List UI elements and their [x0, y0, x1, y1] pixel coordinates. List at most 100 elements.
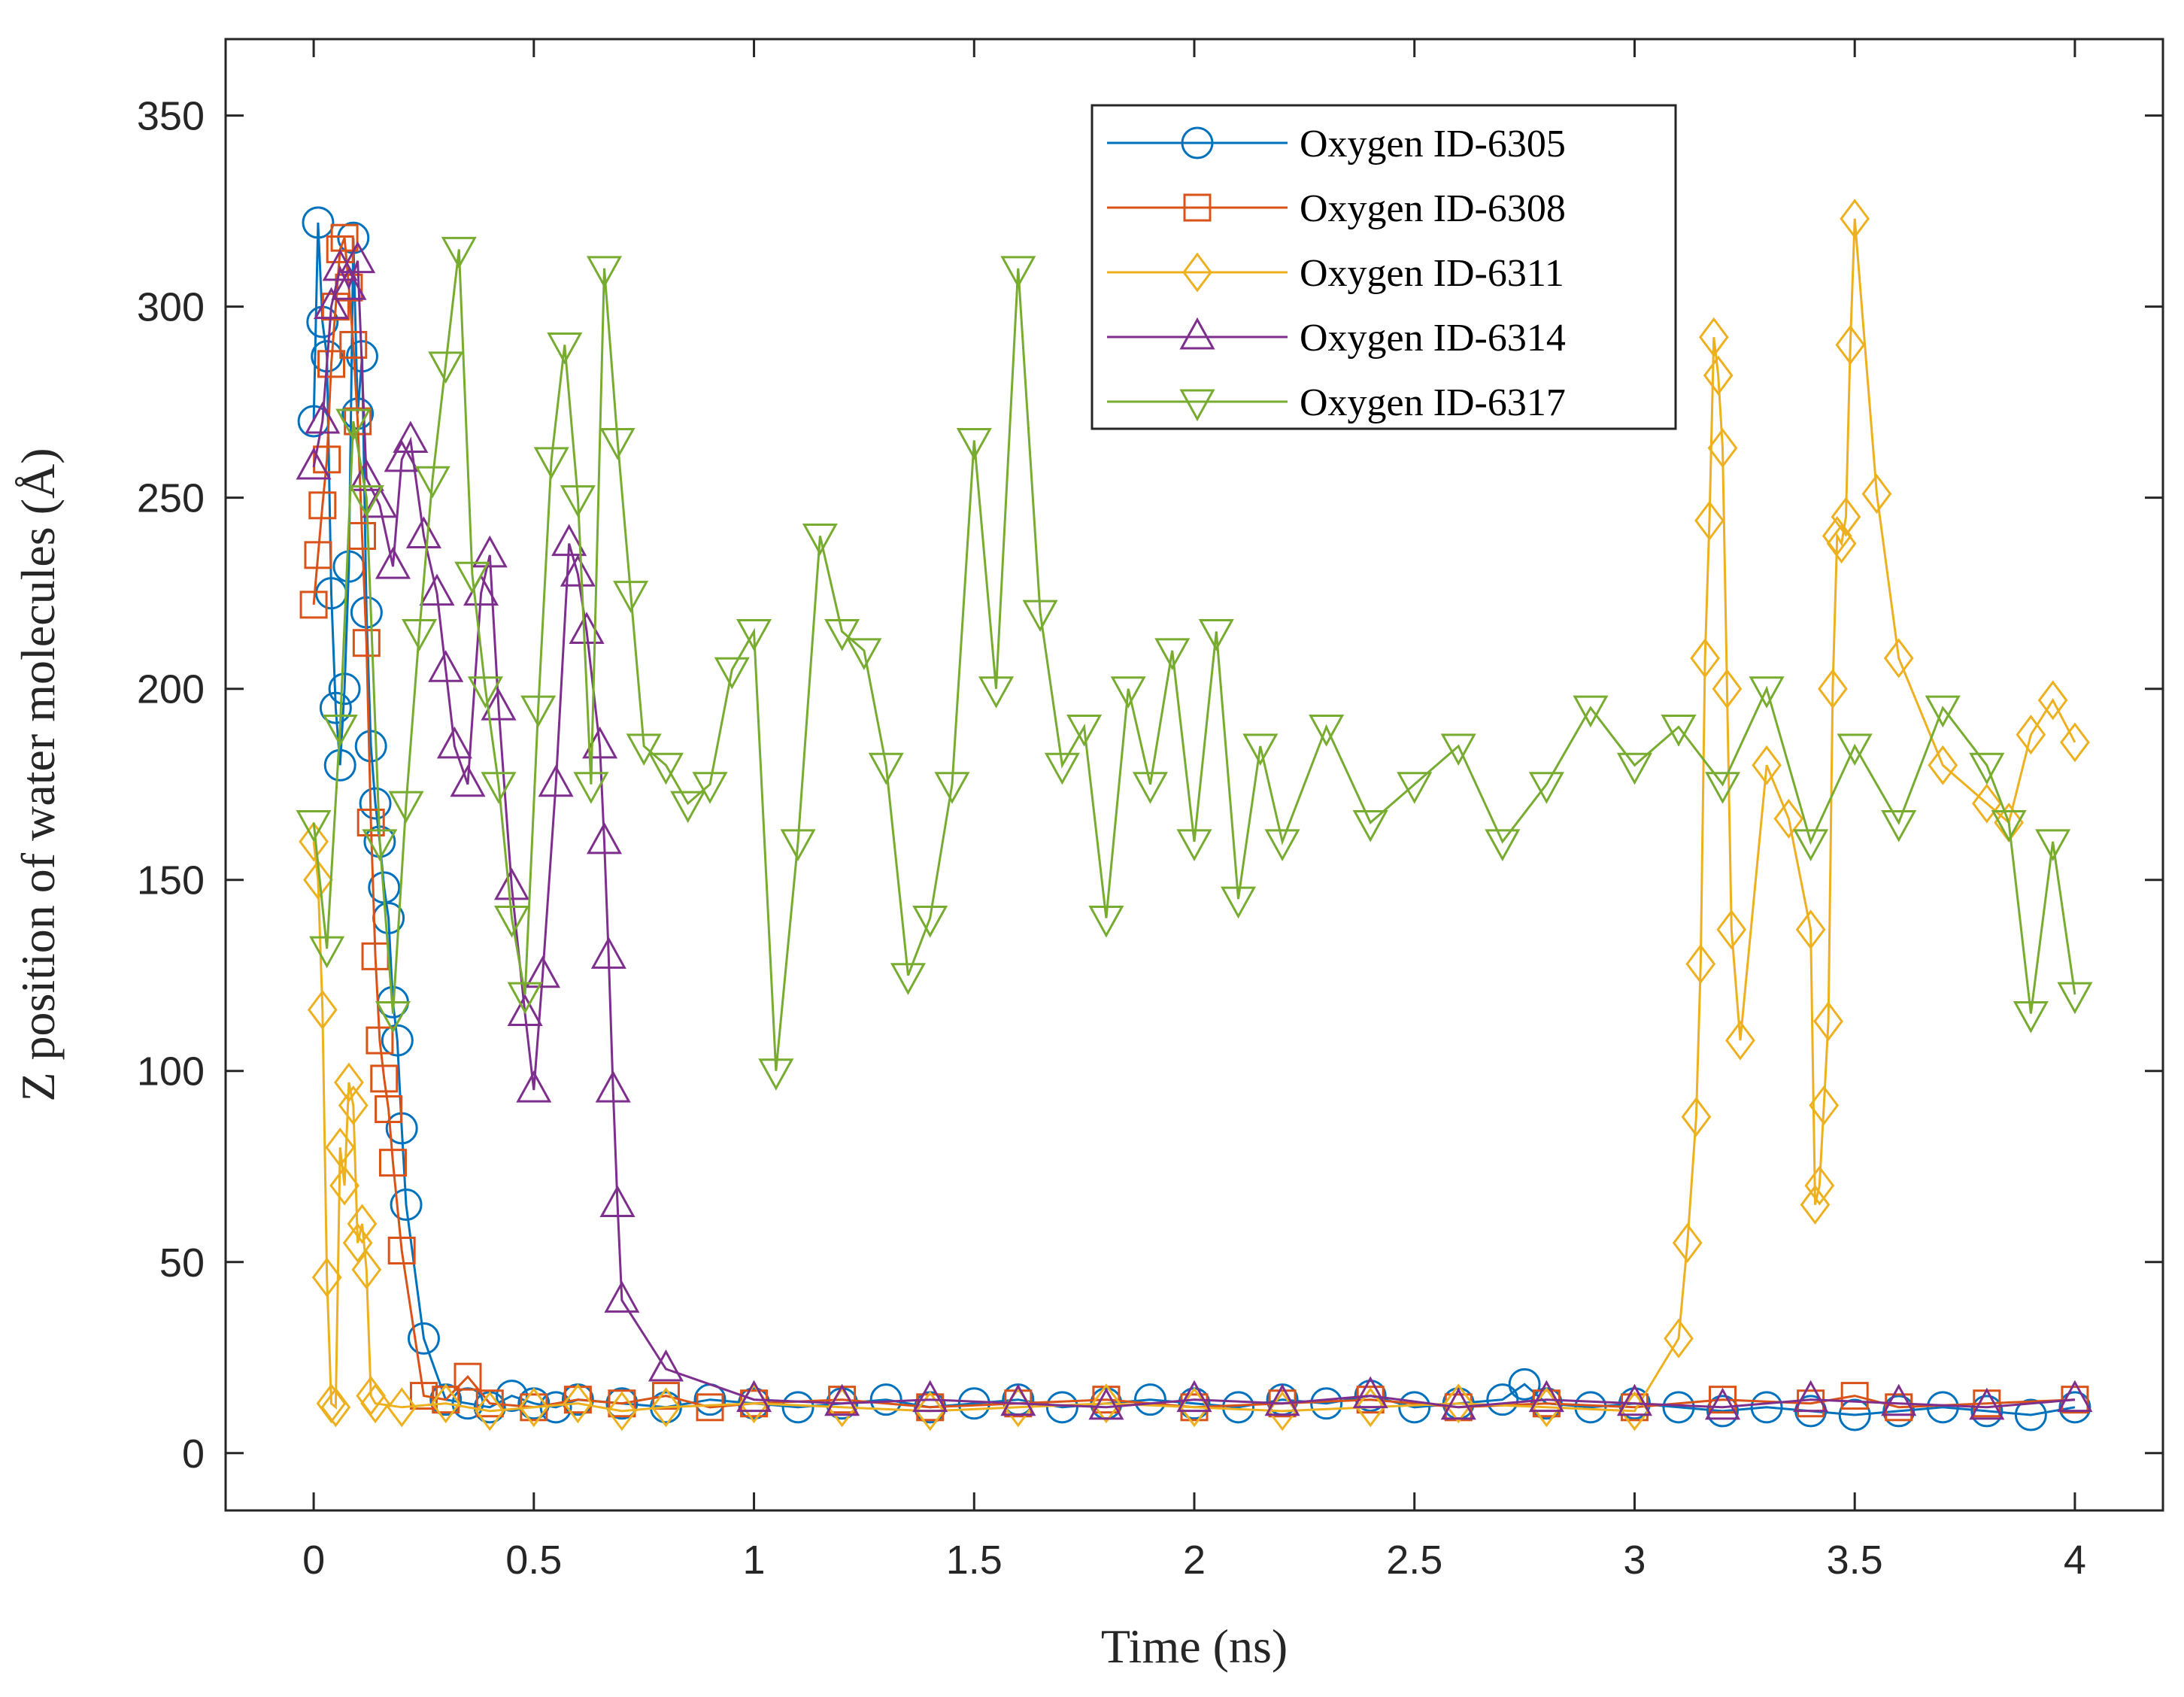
data-point [453, 1362, 482, 1391]
data-point [868, 752, 904, 785]
data-point [1664, 1318, 1694, 1359]
data-point [824, 1383, 860, 1416]
data-point [387, 1387, 417, 1428]
data-point [1264, 1383, 1300, 1416]
y-axis-title: Z position of water molecules (Å) [11, 448, 65, 1101]
data-point [1831, 496, 1861, 537]
data-point [1709, 1386, 1737, 1414]
legend-label: Oxygen ID-6305 [1300, 123, 1566, 165]
data-point [547, 332, 583, 365]
data-point [507, 994, 543, 1027]
data-point [409, 1382, 438, 1410]
data-point [334, 1062, 364, 1103]
data-point [957, 1387, 990, 1420]
data-point [328, 672, 361, 706]
series-line-3 [312, 218, 2076, 1413]
data-point [1712, 669, 1743, 709]
data-point [428, 650, 464, 682]
data-point [299, 590, 328, 619]
data-point [696, 1393, 724, 1422]
data-point [1352, 1376, 1388, 1409]
data-point [1000, 1383, 1036, 1416]
data-point [375, 1095, 403, 1124]
data-point [388, 791, 424, 824]
data-point [308, 491, 337, 520]
data-point [1881, 1383, 1917, 1416]
data-point [1925, 695, 1961, 728]
data-point [1705, 772, 1741, 804]
data-point [2057, 1380, 2093, 1413]
y-tick-label: 50 [159, 1240, 205, 1286]
data-point [296, 810, 332, 842]
x-tick-label: 2.5 [1386, 1538, 1442, 1583]
x-tick-label: 3 [1623, 1538, 1646, 1583]
data-point [613, 581, 649, 613]
data-point [1707, 428, 1738, 469]
data-point [1309, 714, 1345, 747]
data-point [414, 466, 450, 499]
legend-box [1090, 104, 1677, 430]
data-point [338, 1085, 369, 1125]
data-point [1706, 1395, 1740, 1428]
data-point [325, 1127, 356, 1167]
data-point [467, 676, 503, 709]
data-point [551, 524, 587, 557]
data-point [436, 726, 472, 759]
data-point [1698, 317, 1729, 357]
data-point [1725, 1020, 1755, 1061]
data-point [472, 535, 508, 568]
legend-swatch-marker [1183, 193, 1212, 222]
data-point [402, 618, 438, 651]
data-point [1397, 772, 1433, 804]
data-point [1044, 752, 1080, 785]
y-tick-label: 100 [137, 1049, 205, 1094]
data-point [1793, 1380, 1829, 1413]
data-point [481, 772, 517, 804]
data-point [1176, 829, 1212, 862]
data-point [1110, 676, 1146, 709]
data-point [347, 1204, 378, 1244]
data-point [339, 330, 368, 359]
data-point [869, 1383, 902, 1416]
data-point [599, 1185, 635, 1218]
data-point [405, 516, 441, 548]
x-tick-label: 2 [1183, 1538, 1206, 1583]
legend-swatch-marker [1182, 252, 1212, 293]
data-point [1793, 829, 1829, 862]
data-point [2037, 680, 2068, 721]
data-point [1088, 1387, 1124, 1420]
data-point [1242, 733, 1279, 766]
data-point [1752, 745, 1782, 785]
data-point [307, 989, 338, 1030]
data-point [524, 955, 561, 988]
data-point [1840, 199, 1870, 239]
data-point [2060, 722, 2090, 763]
data-point [780, 829, 816, 862]
data-point [692, 772, 728, 804]
legend: Oxygen ID-6305 Oxygen ID-6308 Oxygen ID-63… [1090, 104, 1677, 430]
legend-label: Oxygen ID-6308 [1300, 187, 1566, 230]
data-point [1198, 618, 1234, 651]
data-point [1154, 638, 1191, 670]
data-point [1705, 1387, 1741, 1420]
legend-entry-2: Oxygen ID-6308 [1107, 187, 1566, 230]
data-point [1574, 1391, 1607, 1424]
data-point [824, 618, 860, 651]
data-point [1398, 1391, 1431, 1424]
data-point [419, 573, 455, 606]
data-point [322, 714, 358, 747]
data-point [430, 1383, 461, 1424]
data-point [714, 657, 750, 690]
data-point [802, 523, 838, 556]
y-tick-label: 150 [137, 858, 205, 903]
legend-swatch-marker [1181, 126, 1214, 159]
data-point [323, 748, 356, 782]
data-point [1881, 810, 1917, 842]
x-tick-label: 0.5 [505, 1538, 562, 1583]
data-point [1703, 355, 1734, 396]
data-point [1355, 1387, 1386, 1428]
data-point [1485, 829, 1521, 862]
data-point [595, 1070, 631, 1103]
